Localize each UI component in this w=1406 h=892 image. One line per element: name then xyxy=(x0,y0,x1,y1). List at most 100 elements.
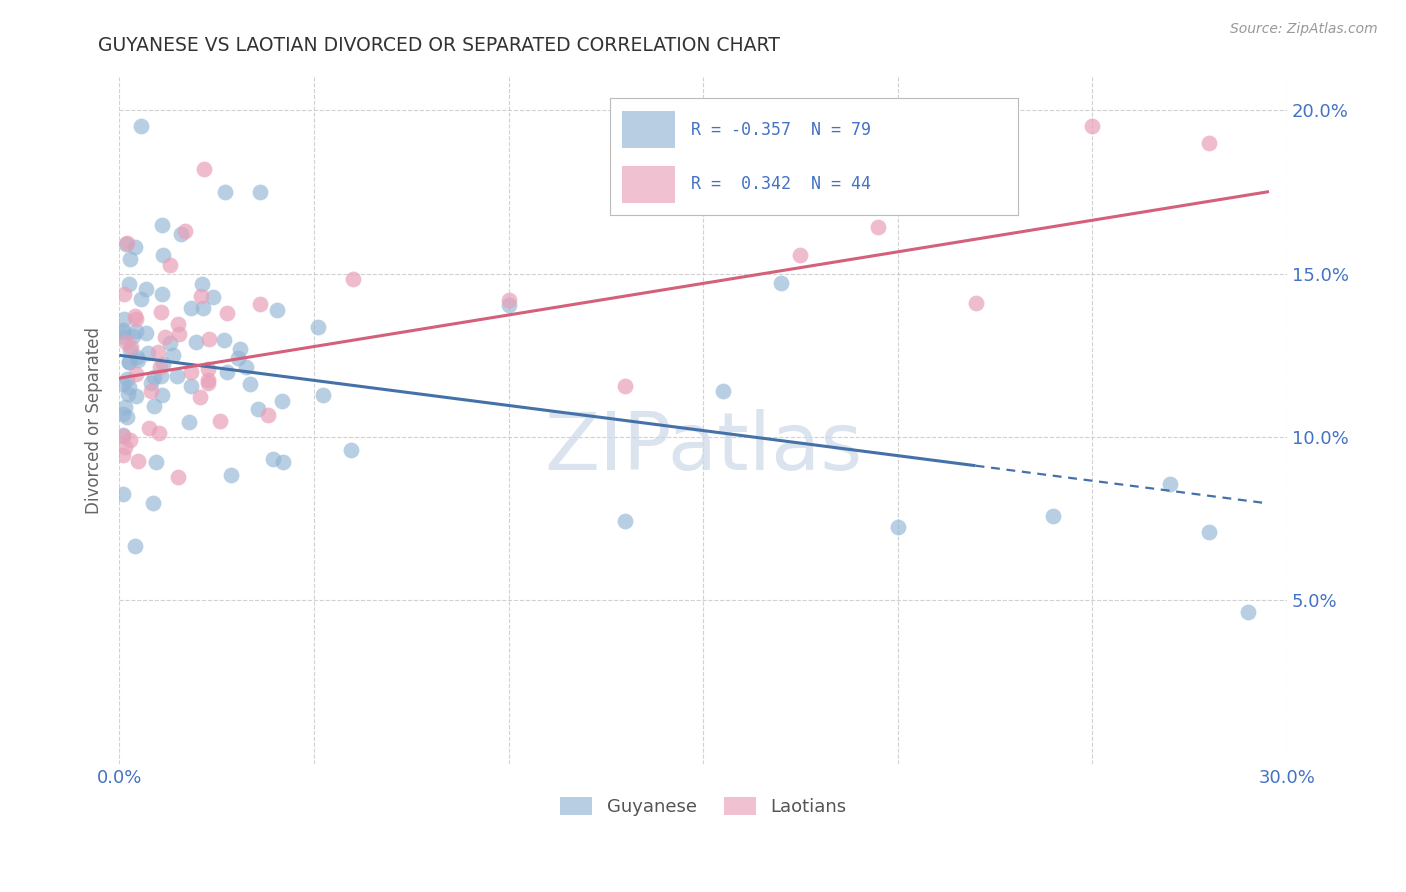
Point xyxy=(115,235,138,250)
Point xyxy=(339,443,361,458)
Point xyxy=(170,227,193,242)
Point xyxy=(120,252,142,267)
Point xyxy=(1198,136,1220,150)
Point xyxy=(125,388,148,402)
Point xyxy=(117,354,139,368)
Point xyxy=(112,312,135,326)
Point xyxy=(149,359,172,374)
Point xyxy=(115,335,138,350)
Point xyxy=(112,323,135,337)
Point xyxy=(249,185,271,199)
Point xyxy=(769,276,792,290)
Point xyxy=(148,426,170,441)
Point xyxy=(118,343,141,357)
Point xyxy=(142,495,165,509)
Point xyxy=(271,455,294,469)
Point xyxy=(235,360,257,375)
Point xyxy=(312,388,335,402)
Point xyxy=(271,393,294,408)
Point xyxy=(229,342,252,356)
Point xyxy=(145,455,167,469)
Point xyxy=(143,399,166,413)
Point xyxy=(115,371,138,385)
Point xyxy=(789,248,811,262)
Legend: Guyanese, Laotians: Guyanese, Laotians xyxy=(553,789,853,823)
Point xyxy=(135,282,157,296)
Point xyxy=(124,312,146,326)
Point xyxy=(141,376,163,390)
Point xyxy=(112,428,135,442)
Point xyxy=(150,369,173,384)
Point xyxy=(159,336,181,351)
Point xyxy=(118,355,141,369)
Point xyxy=(180,365,202,379)
Point xyxy=(257,408,280,422)
Point xyxy=(498,297,520,311)
Point xyxy=(180,301,202,315)
Point xyxy=(197,373,219,387)
Point xyxy=(886,520,908,534)
Point xyxy=(135,326,157,340)
Point xyxy=(1042,509,1064,524)
Point xyxy=(150,305,173,319)
Point xyxy=(112,407,135,421)
Point xyxy=(228,351,250,365)
Point xyxy=(125,350,148,364)
Point xyxy=(127,453,149,467)
Point xyxy=(112,448,135,462)
Point xyxy=(114,440,136,454)
Point xyxy=(115,236,138,251)
Point xyxy=(127,352,149,367)
Point xyxy=(114,400,136,414)
Point xyxy=(150,218,173,232)
Point xyxy=(112,325,135,339)
Point xyxy=(153,329,176,343)
Point xyxy=(124,539,146,553)
Point xyxy=(112,429,135,443)
Point xyxy=(152,247,174,261)
Point xyxy=(118,277,141,292)
Point xyxy=(262,452,284,467)
Point xyxy=(266,302,288,317)
Point xyxy=(112,376,135,391)
Point xyxy=(965,295,987,310)
Point xyxy=(215,365,238,379)
Point xyxy=(118,434,141,448)
Text: ZIPatlas: ZIPatlas xyxy=(544,409,862,487)
Point xyxy=(142,369,165,384)
Point xyxy=(124,309,146,323)
Point xyxy=(174,224,197,238)
Point xyxy=(249,297,271,311)
Text: GUYANESE VS LAOTIAN DIVORCED OR SEPARATED CORRELATION CHART: GUYANESE VS LAOTIAN DIVORCED OR SEPARATE… xyxy=(98,36,780,54)
Point xyxy=(129,120,152,134)
Point xyxy=(342,271,364,285)
Point xyxy=(112,487,135,501)
Point xyxy=(215,306,238,320)
Point xyxy=(498,293,520,307)
Point xyxy=(711,384,734,398)
Point xyxy=(214,185,236,199)
Point xyxy=(150,388,173,402)
Point xyxy=(125,368,148,382)
Point xyxy=(129,292,152,306)
Point xyxy=(112,287,135,301)
Point xyxy=(197,376,219,390)
Point xyxy=(118,380,141,394)
Point xyxy=(125,325,148,339)
Point xyxy=(122,328,145,343)
Point xyxy=(166,369,188,384)
Point xyxy=(180,379,202,393)
Point xyxy=(191,277,214,291)
Point xyxy=(150,286,173,301)
Point xyxy=(1198,524,1220,539)
Point xyxy=(139,384,162,398)
Point xyxy=(614,514,637,528)
Point xyxy=(159,259,181,273)
Point xyxy=(214,333,236,347)
Point xyxy=(191,301,214,315)
Point xyxy=(120,340,142,354)
Point xyxy=(148,345,170,359)
Point xyxy=(167,317,190,331)
Y-axis label: Divorced or Separated: Divorced or Separated xyxy=(86,327,103,514)
Point xyxy=(124,240,146,254)
